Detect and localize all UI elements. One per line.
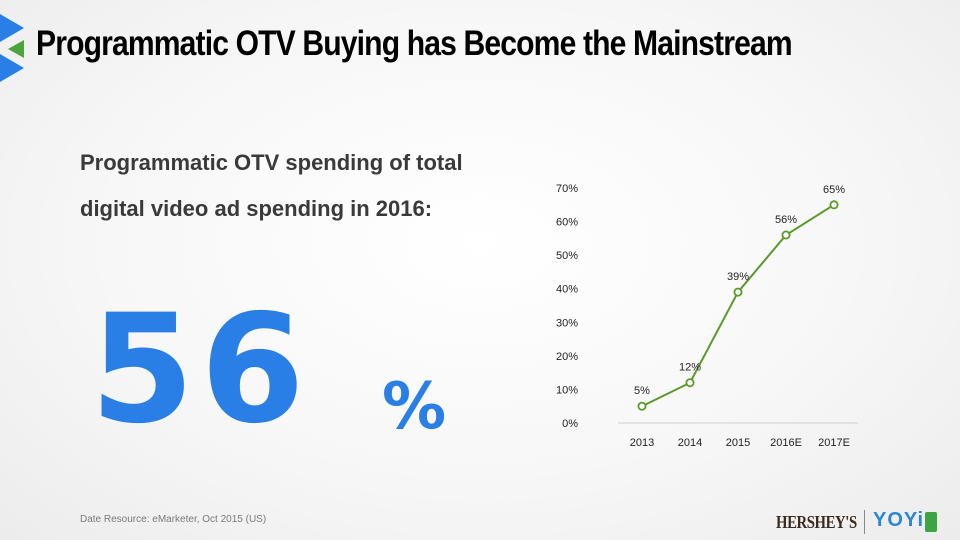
yoyi-badge [925,512,937,532]
y-tick-label: 40% [556,284,578,296]
corner-arrows-logo [0,14,24,82]
hersheys-logo: HERSHEY'S [776,512,857,532]
green-triangle [8,40,24,58]
slide-title: Programmatic OTV Buying has Become the M… [36,24,793,63]
data-point [829,200,839,210]
y-tick-label: 20% [556,351,578,363]
big-stat-value: 56 [90,283,311,457]
y-tick-label: 70% [556,183,578,195]
y-tick-label: 60% [556,217,578,229]
x-tick-label: 2017E [818,437,850,449]
y-tick-label: 10% [556,384,578,396]
data-point [685,378,695,388]
x-tick-label: 2016E [770,437,802,449]
y-tick-label: 30% [556,317,578,329]
blue-triangle-bottom [0,54,24,82]
data-label: 56% [775,214,797,226]
blue-triangle-top [0,14,24,42]
data-point [637,401,647,411]
stat-description: Programmatic OTV spending of total digit… [80,150,463,221]
data-label: 12% [679,362,701,374]
source-footnote: Date Resource: eMarketer, Oct 2015 (US) [80,514,267,525]
programmatic-share-line-chart: 0% 10% 20% 30% 40% 50% 60% 70% 2013 2014 2015 2016E… [556,183,858,449]
x-tick-label: 2015 [726,437,750,449]
data-label: 5% [634,385,650,397]
yoyi-logo: YOYi [873,509,925,531]
big-stat-percent: % [382,370,447,444]
series-line [641,203,835,408]
y-tick-label: 50% [556,250,578,262]
data-point [781,230,791,240]
data-point [733,287,743,297]
data-label: 39% [727,271,749,283]
x-tick-label: 2013 [630,437,654,449]
x-tick-label: 2014 [678,437,702,449]
y-tick-label: 0% [562,418,578,430]
brand-divider [864,510,865,534]
data-label: 65% [823,184,845,196]
